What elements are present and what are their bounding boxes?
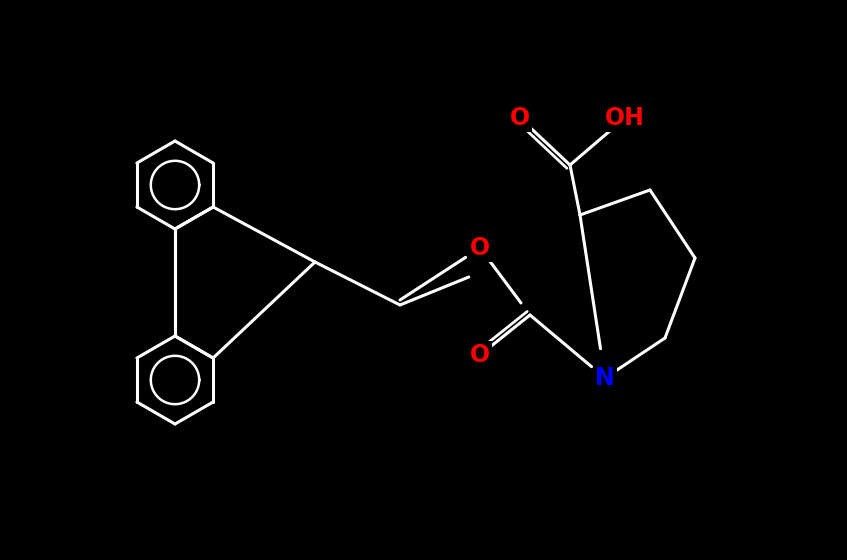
Text: OH: OH xyxy=(605,106,645,130)
Text: O: O xyxy=(470,236,490,260)
Text: N: N xyxy=(595,366,615,390)
Text: O: O xyxy=(470,343,490,367)
Text: O: O xyxy=(510,106,530,130)
